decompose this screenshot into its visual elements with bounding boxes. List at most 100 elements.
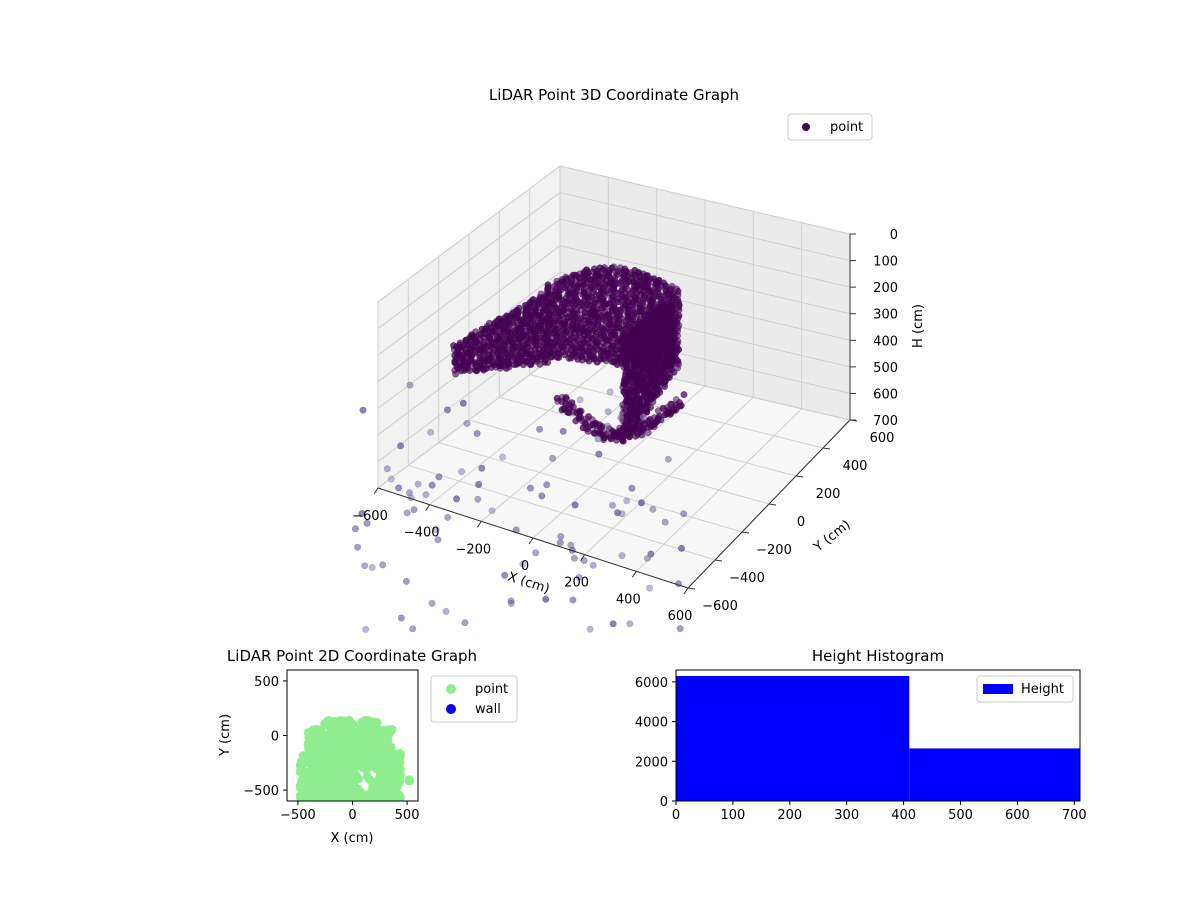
data-point	[428, 599, 436, 607]
data-point	[297, 757, 306, 767]
data-point	[637, 499, 645, 507]
data-point	[526, 484, 534, 492]
data-point	[324, 756, 334, 766]
grid-y-floor	[468, 419, 770, 505]
data-point	[362, 625, 370, 633]
y-tick-mark	[768, 503, 777, 506]
data-point	[301, 791, 311, 801]
y-tick-mark	[714, 559, 723, 562]
data-point	[660, 382, 668, 390]
data-point	[353, 794, 363, 801]
data-point	[309, 791, 320, 801]
data-point	[309, 762, 319, 772]
histogram-legend: Height	[976, 675, 1074, 703]
data-point	[308, 732, 318, 742]
y-tick-label: 4000	[635, 716, 668, 731]
y-tick-mark	[741, 531, 750, 534]
x-tick-label: −500	[280, 808, 316, 823]
data-point	[608, 501, 616, 509]
data-point	[555, 353, 563, 361]
data-point	[646, 584, 654, 592]
data-point	[432, 526, 440, 534]
data-point	[403, 509, 411, 517]
legend-label-height: Height	[1021, 682, 1064, 697]
data-point	[422, 491, 430, 499]
data-point	[350, 737, 360, 747]
data-point	[385, 727, 395, 737]
data-point	[623, 497, 631, 505]
chart-histogram: Height Histogram 0 100 200 300 400 500 600 7000…	[635, 647, 1087, 823]
data-point	[557, 532, 565, 540]
data-point	[320, 718, 330, 728]
y-tick-label: 500	[254, 675, 279, 690]
data-point	[347, 780, 357, 790]
data-point	[626, 620, 634, 628]
legend-marker-height	[983, 684, 1013, 694]
data-point	[304, 754, 314, 764]
y-tick-label: −600	[702, 599, 738, 614]
data-point	[297, 766, 307, 776]
x-tick-label: 0	[521, 559, 529, 574]
x-tick-label: 400	[891, 808, 916, 823]
data-point	[340, 774, 350, 784]
data-point	[606, 388, 614, 396]
data-point	[349, 772, 359, 782]
data-point	[387, 475, 395, 483]
histogram-title: Height Histogram	[812, 647, 944, 665]
data-point	[680, 510, 688, 518]
data-point	[463, 419, 471, 427]
y-tick-mark	[687, 587, 696, 590]
data-point	[318, 762, 328, 772]
data-point	[378, 769, 387, 779]
data-point	[323, 740, 333, 750]
y-tick-label: 0	[271, 730, 279, 745]
data-point	[564, 408, 572, 416]
legend-label-point: point	[475, 682, 508, 697]
data-point	[434, 536, 442, 544]
data-point	[395, 484, 403, 492]
y-tick-label: 400	[843, 459, 868, 474]
grid-y-floor	[408, 464, 716, 561]
data-point	[336, 791, 347, 801]
data-point	[575, 414, 583, 422]
data-point	[475, 480, 483, 488]
x-tick-mark	[683, 587, 689, 595]
z-tick-label: 300	[873, 308, 898, 323]
data-point	[570, 554, 578, 562]
data-point	[538, 492, 546, 500]
data-point	[305, 744, 315, 754]
data-point	[358, 510, 366, 518]
data-point	[354, 543, 362, 551]
data-point	[393, 752, 403, 762]
chart-2d: LiDAR Point 2D Coordinate Graph −500 0 500…	[218, 647, 518, 846]
histogram-bar-0	[676, 675, 910, 801]
data-point	[478, 464, 486, 472]
z-tick-label: 200	[873, 281, 898, 296]
data-point	[395, 772, 405, 781]
y-tick-label: 200	[816, 487, 841, 502]
data-point	[507, 597, 515, 605]
grid-z-left	[377, 351, 561, 489]
chart-2d-ticks: −500 0 500 −500 0 500	[243, 675, 419, 823]
chart-3d: LiDAR Point 3D Coordinate Graph −600 −400…	[351, 86, 926, 633]
x-tick-mark	[476, 521, 482, 528]
data-point	[377, 760, 387, 770]
data-point	[359, 406, 367, 414]
data-point	[513, 360, 521, 368]
x-tick-mark	[580, 554, 586, 561]
data-point	[322, 731, 332, 741]
grid-z-back	[559, 192, 851, 262]
data-point	[328, 790, 337, 800]
data-point	[410, 506, 418, 514]
y-tick-label: 0	[660, 795, 668, 810]
y-tick-mark	[822, 447, 831, 450]
data-point	[362, 791, 373, 801]
data-point	[369, 756, 379, 766]
z-tick-label: 100	[873, 255, 898, 270]
data-point	[676, 625, 684, 633]
data-point	[402, 577, 410, 585]
x-tick-label: −400	[404, 526, 440, 541]
grid-z-back	[559, 298, 851, 368]
x-tick-label: 0	[672, 808, 680, 823]
legend-marker-wall	[446, 704, 456, 714]
